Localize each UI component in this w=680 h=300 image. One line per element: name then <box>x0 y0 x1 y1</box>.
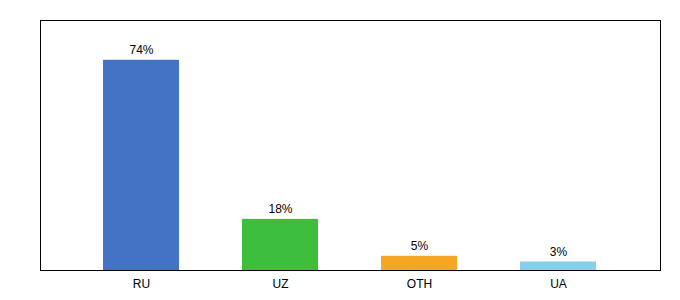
svg-text:5%: 5% <box>411 239 429 253</box>
svg-text:UA: UA <box>550 277 567 291</box>
svg-text:UZ: UZ <box>273 277 289 291</box>
svg-text:3%: 3% <box>550 245 568 259</box>
svg-text:RU: RU <box>133 277 150 291</box>
svg-text:74%: 74% <box>129 43 153 57</box>
svg-text:18%: 18% <box>268 202 292 216</box>
svg-text:OTH: OTH <box>407 277 432 291</box>
